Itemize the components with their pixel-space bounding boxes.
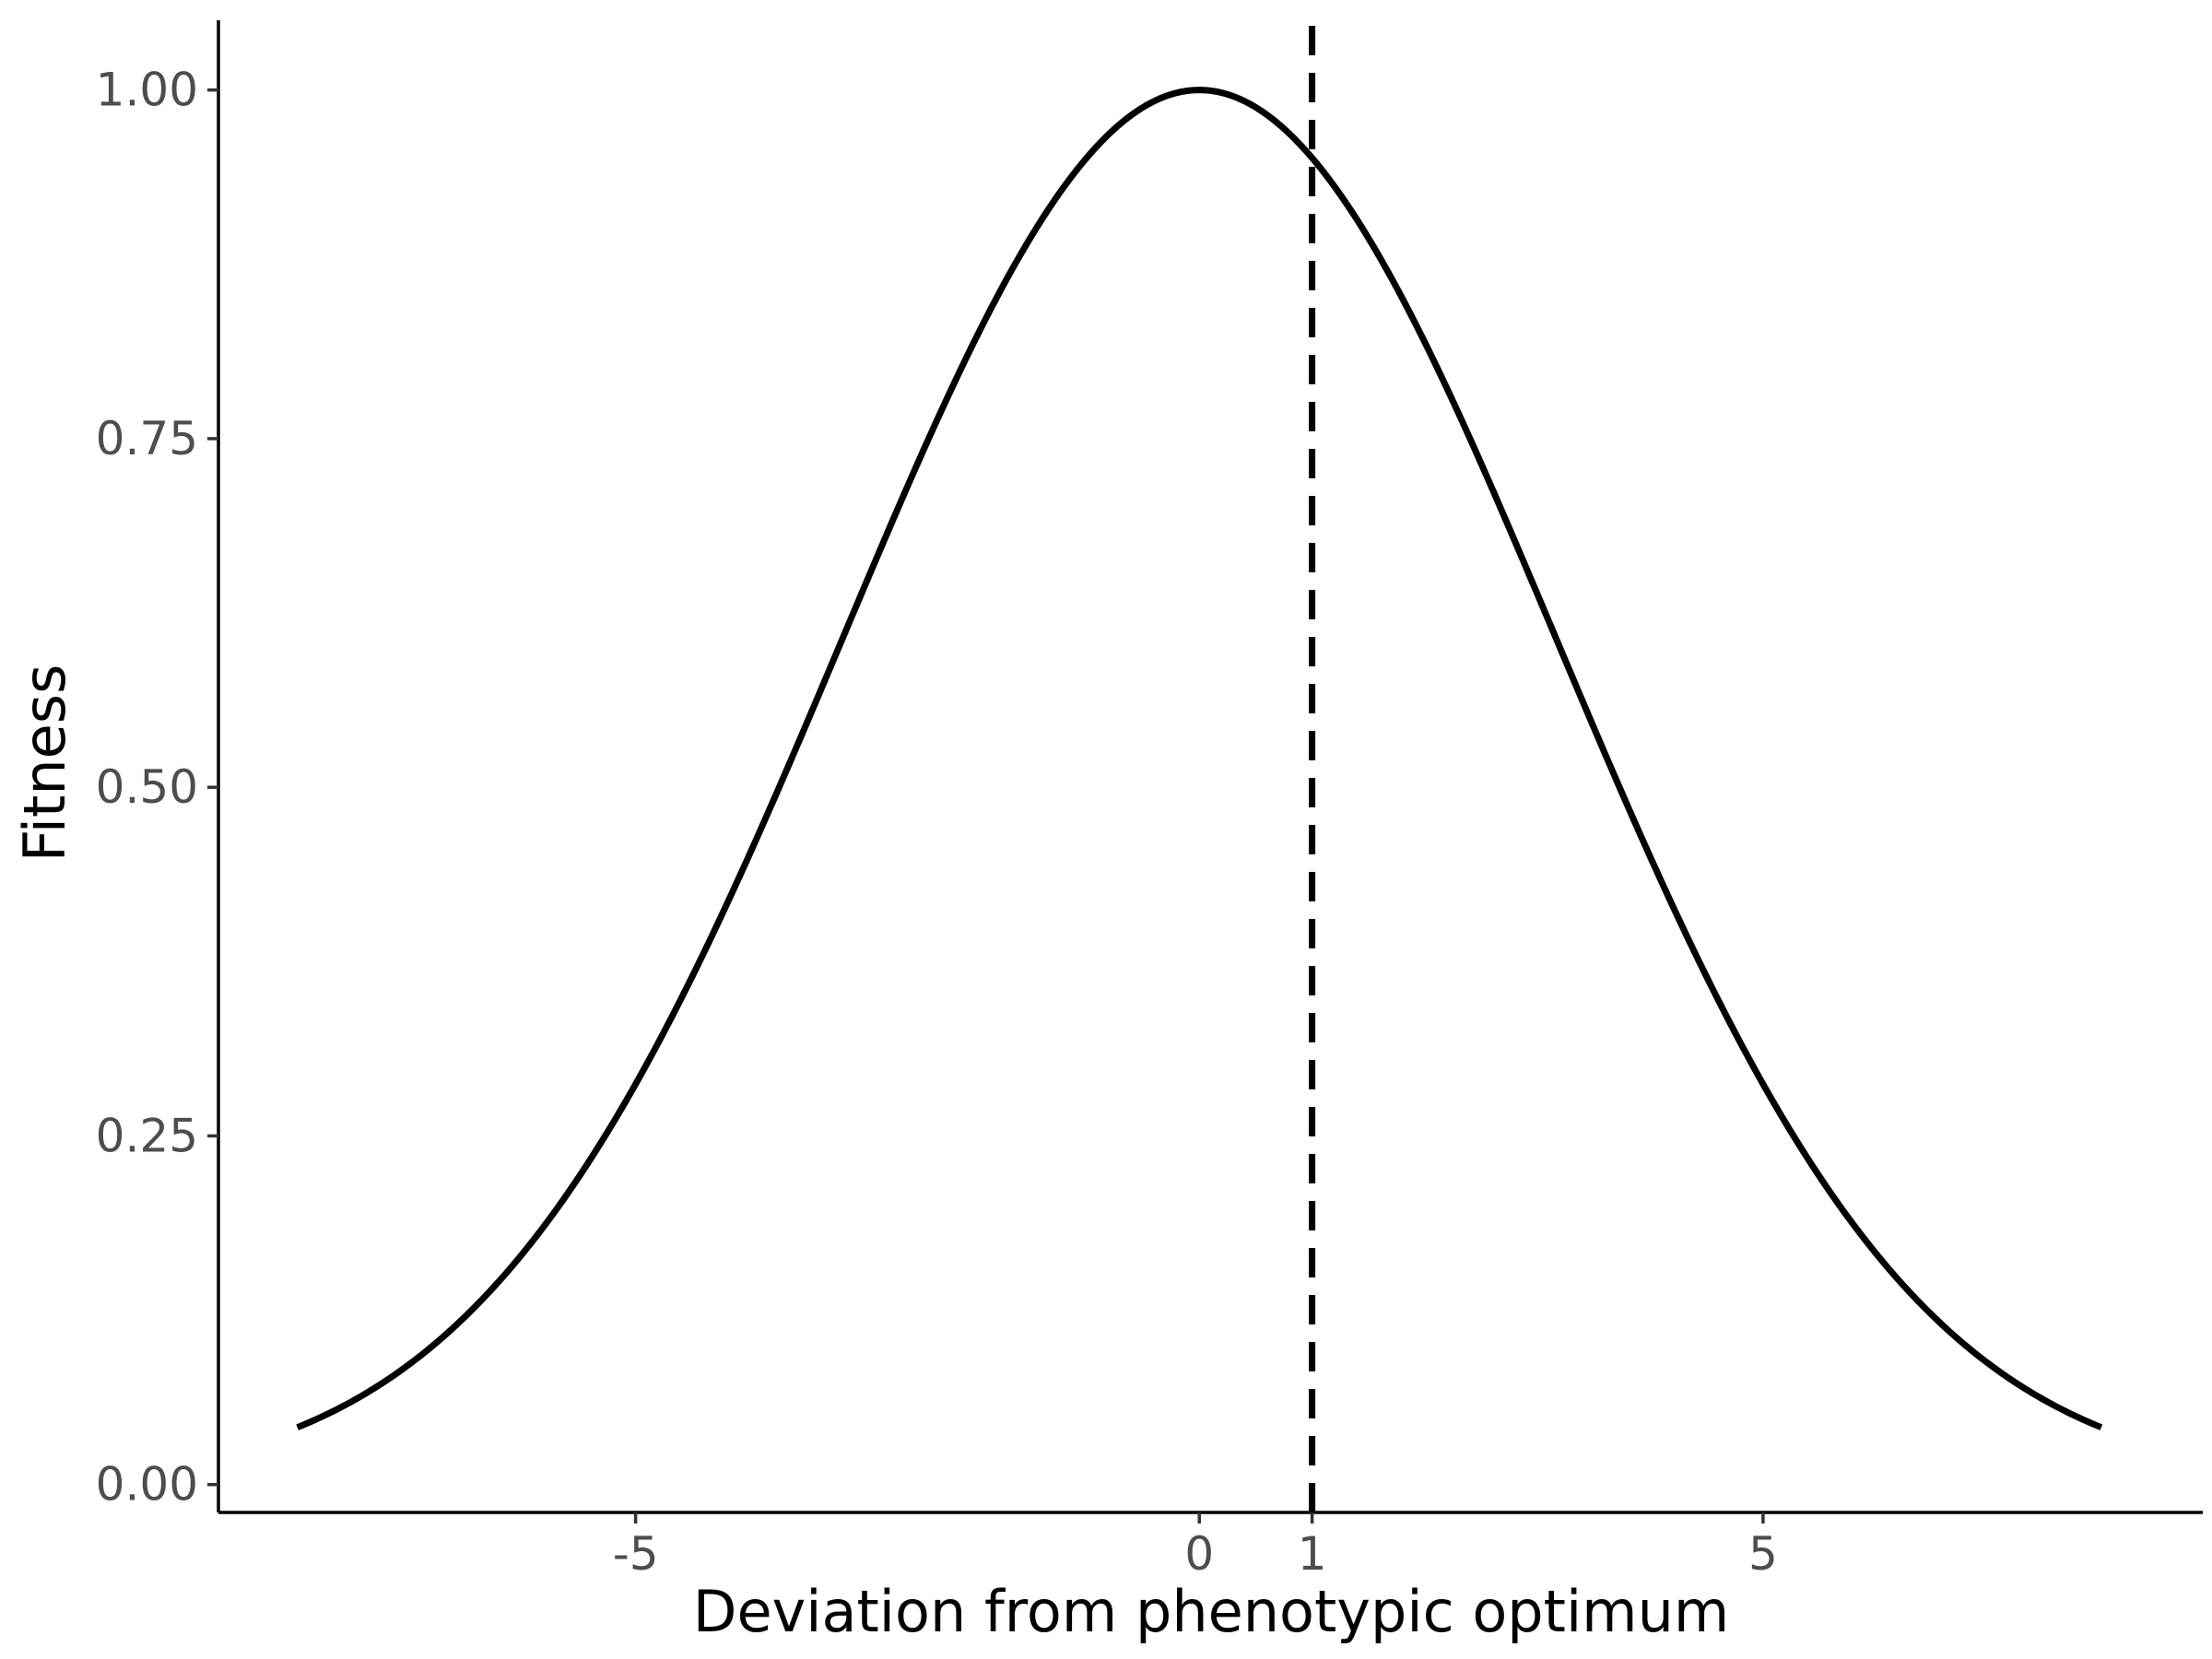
axes: 0.00 0.25 0.50 0.75 1.00 -5 0 1 5 [96,20,2203,1581]
x-tick-label: 5 [1748,1527,1778,1581]
y-axis-title: Fitness [11,665,78,863]
y-tick-label: 1.00 [96,64,198,117]
fitness-curve-line [296,87,2103,1430]
x-axis-title: Deviation from phenotypic optimum [693,1578,1730,1645]
plot-area [296,26,2103,1512]
y-tick-label: 0.50 [96,760,198,814]
x-tick-label: 1 [1298,1527,1327,1581]
y-tick-label: 0.25 [96,1109,198,1162]
y-tick-label: 0.75 [96,412,198,465]
x-tick-label: -5 [613,1527,659,1581]
x-tick-label: 0 [1184,1527,1214,1581]
y-tick-label: 0.00 [96,1458,198,1512]
